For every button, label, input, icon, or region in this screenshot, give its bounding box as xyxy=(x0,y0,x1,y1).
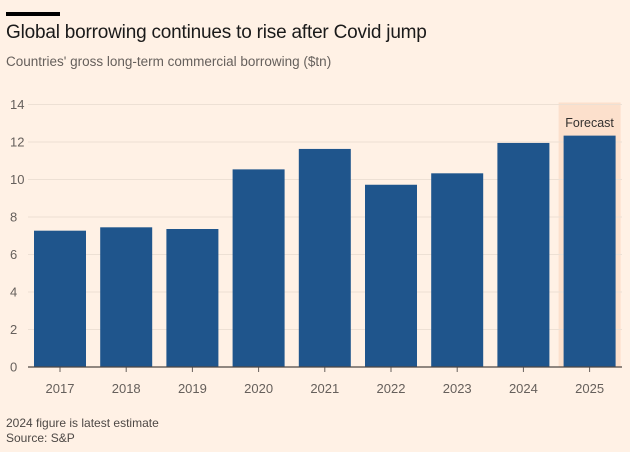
x-tick-label: 2020 xyxy=(244,381,273,396)
x-tick-label: 2024 xyxy=(509,381,538,396)
y-tick-label: 2 xyxy=(10,322,17,337)
y-tick-label: 12 xyxy=(10,135,24,150)
chart-subtitle: Countries' gross long-term commercial bo… xyxy=(6,54,332,69)
bar-2024 xyxy=(497,142,550,367)
bar-2025 xyxy=(563,135,616,367)
chart-title: Global borrowing continues to rise after… xyxy=(6,22,427,43)
x-tick-label: 2017 xyxy=(46,381,75,396)
y-tick-label: 8 xyxy=(10,210,17,225)
x-tick-label: 2023 xyxy=(443,381,472,396)
bar-2018 xyxy=(100,227,153,367)
x-tick-label: 2021 xyxy=(310,381,339,396)
y-tick-label: 0 xyxy=(10,360,17,375)
note-source: Source: S&P xyxy=(6,431,75,445)
x-tick-label: 2025 xyxy=(575,381,604,396)
note-estimate: 2024 figure is latest estimate xyxy=(6,416,159,430)
x-tick-label: 2018 xyxy=(112,381,141,396)
bar-2023 xyxy=(431,173,484,367)
bar-2021 xyxy=(298,148,351,367)
x-tick-label: 2019 xyxy=(178,381,207,396)
title-accent-bar xyxy=(6,12,60,16)
bar-2022 xyxy=(365,184,417,367)
bar-2019 xyxy=(166,229,219,367)
y-tick-label: 6 xyxy=(10,247,17,262)
forecast-label: Forecast xyxy=(565,116,614,130)
bar-2020 xyxy=(232,169,285,367)
x-tick-label: 2022 xyxy=(377,381,406,396)
bar-2017 xyxy=(34,230,86,367)
y-tick-label: 14 xyxy=(10,97,24,112)
y-tick-label: 10 xyxy=(10,172,24,187)
y-tick-label: 4 xyxy=(10,285,17,300)
